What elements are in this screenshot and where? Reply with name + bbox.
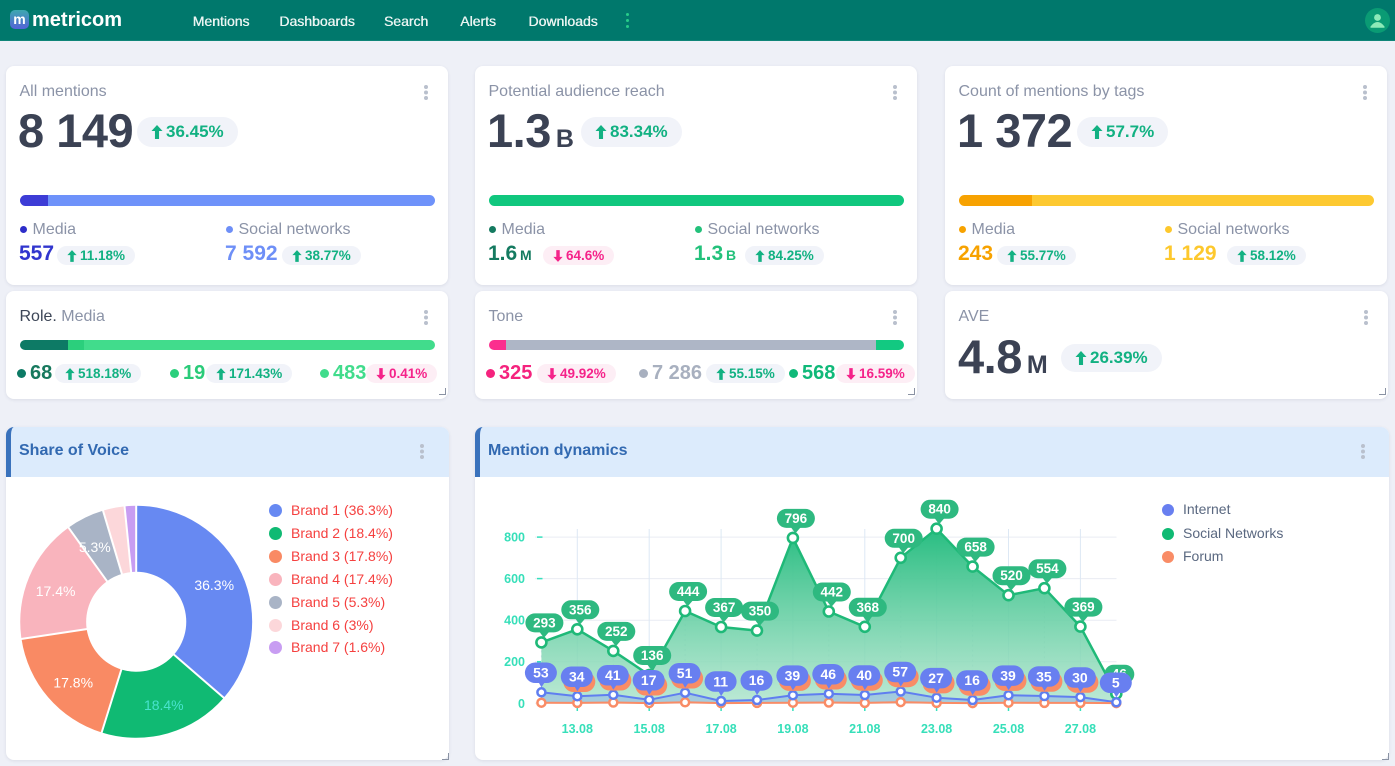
svg-text:18.4%: 18.4% <box>144 697 184 713</box>
svg-text:39: 39 <box>785 667 801 683</box>
svg-text:368: 368 <box>857 600 880 615</box>
svg-text:796: 796 <box>785 511 808 526</box>
svg-text:554: 554 <box>1036 561 1059 576</box>
svg-text:369: 369 <box>1072 600 1095 615</box>
svg-text:17.08: 17.08 <box>705 722 736 736</box>
svg-text:36.3%: 36.3% <box>194 577 234 593</box>
svg-text:400: 400 <box>504 614 525 628</box>
svg-text:46: 46 <box>821 666 837 682</box>
svg-text:51: 51 <box>677 665 693 681</box>
svg-text:200: 200 <box>504 655 525 669</box>
svg-text:5: 5 <box>1112 675 1120 691</box>
svg-text:350: 350 <box>749 604 772 619</box>
svg-text:57: 57 <box>892 664 908 680</box>
svg-text:25.08: 25.08 <box>993 722 1024 736</box>
svg-text:0: 0 <box>518 697 525 711</box>
svg-text:17.4%: 17.4% <box>36 583 76 599</box>
svg-text:800: 800 <box>504 531 525 545</box>
svg-text:23.08: 23.08 <box>921 722 952 736</box>
svg-text:39: 39 <box>1000 667 1016 683</box>
svg-text:53: 53 <box>533 665 549 681</box>
svg-text:15.08: 15.08 <box>634 722 665 736</box>
svg-text:11: 11 <box>713 673 728 689</box>
svg-text:442: 442 <box>821 585 844 600</box>
svg-text:5.3%: 5.3% <box>79 539 111 555</box>
svg-text:444: 444 <box>677 584 700 599</box>
svg-text:13.08: 13.08 <box>562 722 593 736</box>
svg-text:600: 600 <box>504 572 525 586</box>
svg-text:16: 16 <box>749 672 765 688</box>
svg-text:17.8%: 17.8% <box>53 675 93 691</box>
svg-text:17: 17 <box>641 672 657 688</box>
svg-text:34: 34 <box>569 669 585 685</box>
svg-text:136: 136 <box>641 648 664 663</box>
svg-text:520: 520 <box>1000 568 1023 583</box>
svg-text:27: 27 <box>928 670 944 686</box>
svg-text:30: 30 <box>1072 669 1088 685</box>
svg-text:356: 356 <box>569 602 592 617</box>
svg-text:293: 293 <box>533 615 556 630</box>
svg-text:41: 41 <box>605 667 621 683</box>
svg-text:16: 16 <box>964 672 980 688</box>
svg-text:700: 700 <box>892 531 915 546</box>
svg-text:252: 252 <box>605 624 628 639</box>
svg-text:367: 367 <box>713 600 736 615</box>
svg-text:35: 35 <box>1036 668 1052 684</box>
svg-text:21.08: 21.08 <box>849 722 880 736</box>
svg-text:840: 840 <box>928 502 951 517</box>
svg-text:40: 40 <box>857 667 873 683</box>
svg-text:27.08: 27.08 <box>1065 722 1096 736</box>
svg-text:658: 658 <box>964 540 987 555</box>
svg-text:19.08: 19.08 <box>777 722 808 736</box>
